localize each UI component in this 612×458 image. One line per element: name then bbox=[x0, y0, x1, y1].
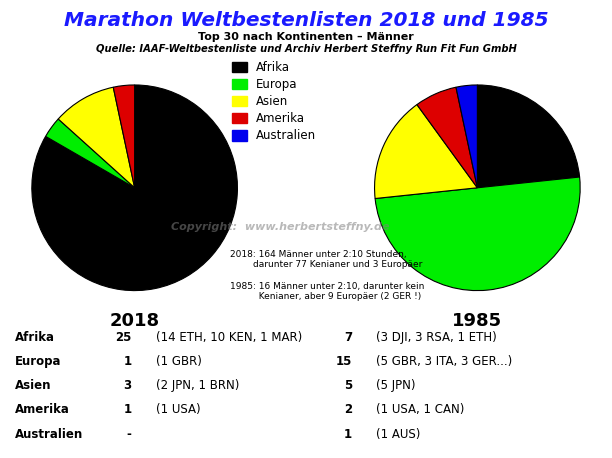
Text: 3: 3 bbox=[124, 379, 132, 392]
Text: (2 JPN, 1 BRN): (2 JPN, 1 BRN) bbox=[156, 379, 239, 392]
Text: -: - bbox=[127, 428, 132, 441]
Text: Australien: Australien bbox=[15, 428, 84, 441]
Text: Top 30 nach Kontinenten – Männer: Top 30 nach Kontinenten – Männer bbox=[198, 32, 414, 42]
Text: (5 GBR, 3 ITA, 3 GER...): (5 GBR, 3 ITA, 3 GER...) bbox=[376, 355, 513, 368]
Text: (1 AUS): (1 AUS) bbox=[376, 428, 421, 441]
Legend: Afrika, Europa, Asien, Amerika, Australien: Afrika, Europa, Asien, Amerika, Australi… bbox=[233, 61, 316, 142]
Text: 15: 15 bbox=[335, 355, 352, 368]
Text: 25: 25 bbox=[115, 331, 132, 344]
Wedge shape bbox=[417, 87, 477, 188]
Wedge shape bbox=[456, 85, 477, 188]
Text: Asien: Asien bbox=[15, 379, 52, 392]
Text: 1985: 16 Männer unter 2:10, darunter kein
          Kenianer, aber 9 Europäer (2: 1985: 16 Männer unter 2:10, darunter kei… bbox=[230, 282, 424, 301]
Text: 1: 1 bbox=[124, 403, 132, 416]
Title: 2018: 2018 bbox=[110, 312, 160, 330]
Text: (14 ETH, 10 KEN, 1 MAR): (14 ETH, 10 KEN, 1 MAR) bbox=[156, 331, 302, 344]
Text: Marathon Weltbestenlisten 2018 und 1985: Marathon Weltbestenlisten 2018 und 1985 bbox=[64, 11, 548, 30]
Wedge shape bbox=[477, 85, 580, 188]
Text: Amerika: Amerika bbox=[15, 403, 70, 416]
Text: Europa: Europa bbox=[15, 355, 62, 368]
Title: 1985: 1985 bbox=[452, 312, 502, 330]
Text: 2: 2 bbox=[344, 403, 352, 416]
Text: 2018: 164 Männer unter 2:10 Stunden,
        darunter 77 Kenianer und 3 Europäer: 2018: 164 Männer unter 2:10 Stunden, dar… bbox=[230, 250, 422, 269]
Text: 1: 1 bbox=[344, 428, 352, 441]
Text: Afrika: Afrika bbox=[15, 331, 55, 344]
Wedge shape bbox=[375, 177, 580, 290]
Text: 5: 5 bbox=[344, 379, 352, 392]
Text: Copyright:  www.herbertsteffny.de: Copyright: www.herbertsteffny.de bbox=[171, 222, 390, 232]
Wedge shape bbox=[32, 85, 237, 290]
Text: (1 USA, 1 CAN): (1 USA, 1 CAN) bbox=[376, 403, 465, 416]
Text: 1: 1 bbox=[124, 355, 132, 368]
Wedge shape bbox=[113, 85, 135, 188]
Wedge shape bbox=[375, 104, 477, 198]
Text: (1 USA): (1 USA) bbox=[156, 403, 201, 416]
Text: (3 DJI, 3 RSA, 1 ETH): (3 DJI, 3 RSA, 1 ETH) bbox=[376, 331, 497, 344]
Text: Quelle: IAAF-Weltbestenliste und Archiv Herbert Steffny Run Fit Fun GmbH: Quelle: IAAF-Weltbestenliste und Archiv … bbox=[95, 44, 517, 54]
Text: (5 JPN): (5 JPN) bbox=[376, 379, 416, 392]
Wedge shape bbox=[46, 119, 135, 188]
Text: (1 GBR): (1 GBR) bbox=[156, 355, 202, 368]
Wedge shape bbox=[58, 87, 135, 188]
Text: 7: 7 bbox=[344, 331, 352, 344]
